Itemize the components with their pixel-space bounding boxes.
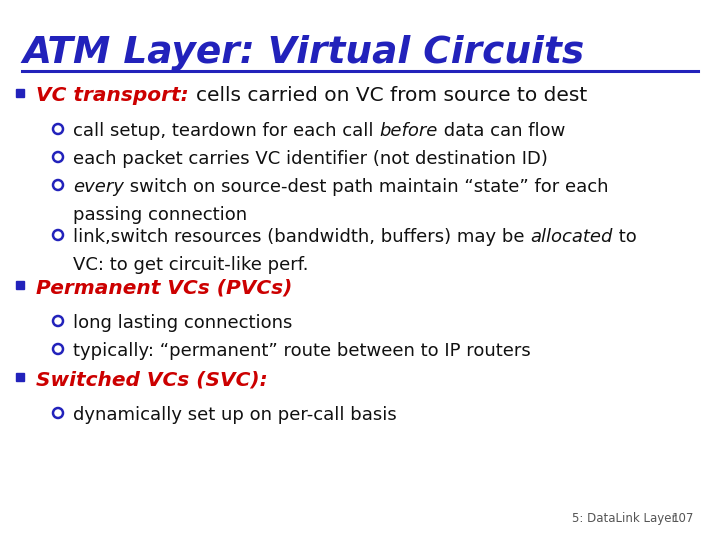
Text: VC transport:: VC transport: bbox=[36, 86, 196, 105]
Bar bbox=[16, 373, 24, 381]
Text: link,switch resources (bandwidth, buffers) may be: link,switch resources (bandwidth, buffer… bbox=[73, 228, 530, 246]
Text: data can flow: data can flow bbox=[438, 122, 565, 140]
Text: VC: to get circuit-like perf.: VC: to get circuit-like perf. bbox=[73, 256, 308, 274]
Text: passing connection: passing connection bbox=[73, 206, 247, 224]
Text: 107: 107 bbox=[672, 512, 694, 525]
Text: before: before bbox=[379, 122, 438, 140]
Text: Permanent VCs (PVCs): Permanent VCs (PVCs) bbox=[36, 278, 292, 297]
Text: Switched VCs (SVC):: Switched VCs (SVC): bbox=[36, 370, 268, 389]
Text: each packet carries VC identifier (not destination ID): each packet carries VC identifier (not d… bbox=[73, 150, 548, 168]
Text: call setup, teardown for each call: call setup, teardown for each call bbox=[73, 122, 379, 140]
Text: 5: DataLink Layer: 5: DataLink Layer bbox=[572, 512, 677, 525]
Text: to: to bbox=[613, 228, 636, 246]
Text: long lasting connections: long lasting connections bbox=[73, 314, 292, 332]
Bar bbox=[16, 89, 24, 97]
Text: cells carried on VC from source to dest: cells carried on VC from source to dest bbox=[196, 86, 587, 105]
Text: switch on source-dest path maintain “state” for each: switch on source-dest path maintain “sta… bbox=[124, 178, 608, 196]
Text: allocated: allocated bbox=[530, 228, 613, 246]
Text: ATM Layer: Virtual Circuits: ATM Layer: Virtual Circuits bbox=[22, 35, 584, 71]
Text: every: every bbox=[73, 178, 124, 196]
Bar bbox=[16, 281, 24, 289]
Text: dynamically set up on per-call basis: dynamically set up on per-call basis bbox=[73, 406, 397, 424]
Text: typically: “permanent” route between to IP routers: typically: “permanent” route between to … bbox=[73, 342, 531, 360]
